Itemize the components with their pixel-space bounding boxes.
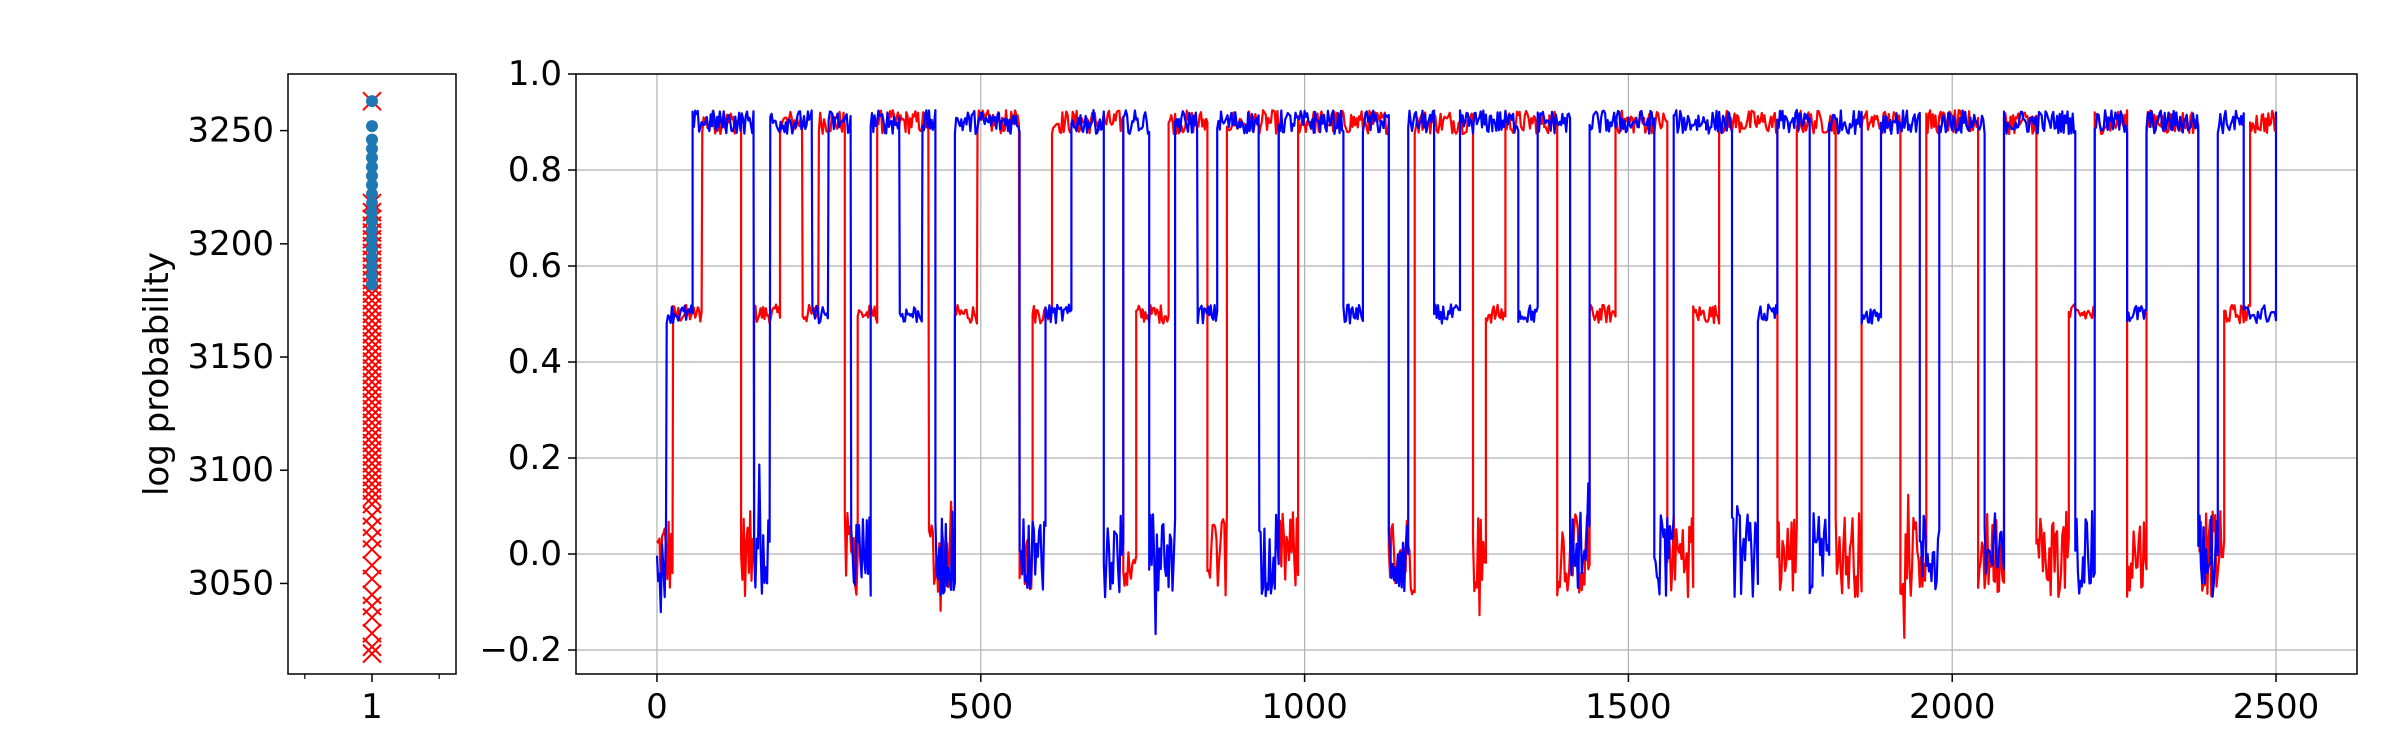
scatter-point-x <box>362 358 382 379</box>
right-grid <box>576 73 2357 674</box>
scatter-point-x <box>362 637 382 657</box>
left-y-tick-label: 3100 <box>187 450 274 490</box>
left-y-ticks: 3050 3100 3150 3200 3250 <box>187 111 288 603</box>
scatter-point-x <box>362 623 382 643</box>
scatter-point-x <box>362 304 382 324</box>
scatter-point-x <box>362 487 382 508</box>
right-x-ticks: 0 500 1000 1500 2000 2500 <box>646 674 2319 727</box>
scatter-point-circle <box>366 178 378 191</box>
scatter-point-x <box>362 317 382 338</box>
scatter-point-circle <box>366 215 378 228</box>
right-y-tick-label: −0.2 <box>479 630 562 670</box>
scatter-point-x <box>362 569 382 589</box>
right-line-series <box>655 108 2278 639</box>
right-y-tick-label: 0.6 <box>508 246 562 286</box>
right-x-tick-label: 0 <box>646 687 668 727</box>
scatter-point-x <box>362 372 382 392</box>
scatter-point-circle <box>366 260 378 273</box>
scatter-point-circle <box>366 133 378 146</box>
scatter-point-circle <box>366 197 378 210</box>
right-x-tick-label: 2500 <box>2233 687 2320 727</box>
scatter-point-x <box>362 426 382 446</box>
scatter-point-circle <box>366 142 378 155</box>
scatter-point-x <box>362 446 382 467</box>
left-y-tick-label: 3250 <box>187 111 274 151</box>
right-y-tick-label: 0.4 <box>508 342 562 382</box>
scatter-point-x <box>362 379 382 399</box>
scatter-point-x <box>362 467 382 487</box>
scatter-point-x <box>362 607 382 628</box>
left-scatter-points <box>362 91 382 664</box>
scatter-point-x <box>362 555 382 576</box>
scatter-point-x <box>362 643 382 664</box>
scatter-point-x <box>362 406 382 426</box>
scatter-point-x <box>362 297 382 317</box>
scatter-point-circle <box>366 206 378 219</box>
right-plot-frame <box>575 73 2358 675</box>
scatter-point-x <box>362 474 382 494</box>
scatter-point-x <box>362 324 382 345</box>
scatter-point-x <box>362 365 382 385</box>
left-scatter-panel: 3050 3100 3150 3200 3250 1 log probability <box>137 73 457 727</box>
right-y-tick-label: 1.0 <box>508 54 562 94</box>
line-series <box>655 108 2278 636</box>
scatter-point-x <box>362 290 382 311</box>
scatter-point-x <box>362 433 382 453</box>
right-y-tick-label: 0.2 <box>508 438 562 478</box>
scatter-point-x <box>362 338 382 358</box>
scatter-point-x <box>362 311 382 331</box>
right-x-tick-label: 1000 <box>1261 687 1348 727</box>
scatter-point-x <box>362 283 382 304</box>
scatter-point-x <box>362 440 382 460</box>
scatter-point-x <box>362 480 382 501</box>
left-x-ticks: 1 <box>304 674 440 727</box>
scatter-point-x <box>362 351 382 372</box>
scatter-point-circle <box>366 269 378 282</box>
left-y-tick-label: 3050 <box>187 563 274 603</box>
scatter-point-x <box>362 412 382 433</box>
scatter-point-circle <box>366 242 378 255</box>
scatter-point-x <box>362 392 382 413</box>
scatter-point-circle <box>366 95 378 108</box>
scatter-point-circle <box>366 188 378 200</box>
scatter-point-circle <box>366 120 378 133</box>
right-x-tick-label: 1500 <box>1585 687 1672 727</box>
scatter-point-x <box>362 331 382 351</box>
right-y-ticks: −0.2 0.0 0.2 0.4 0.6 0.8 1.0 <box>479 54 576 670</box>
left-y-tick-label: 3150 <box>187 337 274 377</box>
right-x-tick-label: 500 <box>948 687 1013 727</box>
scatter-point-circle <box>366 224 378 237</box>
scatter-point-circle <box>366 251 378 264</box>
scatter-point-x <box>362 399 382 419</box>
scatter-point-x <box>362 539 382 560</box>
right-x-tick-label: 2000 <box>1909 687 1996 727</box>
right-y-tick-label: 0.8 <box>508 150 562 190</box>
left-x-tick-label: 1 <box>361 687 383 727</box>
left-y-tick-label: 3200 <box>187 224 274 264</box>
right-y-tick-label: 0.0 <box>508 534 562 574</box>
scatter-point-circle <box>366 169 378 182</box>
scatter-point-x <box>362 460 382 480</box>
scatter-point-circle <box>366 151 378 164</box>
scatter-point-x <box>362 385 382 406</box>
scatter-point-x <box>362 453 382 474</box>
scatter-point-circle <box>366 233 378 246</box>
scatter-point-x <box>362 419 382 440</box>
left-y-axis-label: log probability <box>137 252 177 496</box>
scatter-point-x <box>362 345 382 365</box>
scatter-point-circle <box>366 278 378 291</box>
scatter-point-circle <box>366 160 378 173</box>
right-line-panel: −0.2 0.0 0.2 0.4 0.6 0.8 1.0 0 500 1000 1500 2000 2… <box>479 54 2358 727</box>
